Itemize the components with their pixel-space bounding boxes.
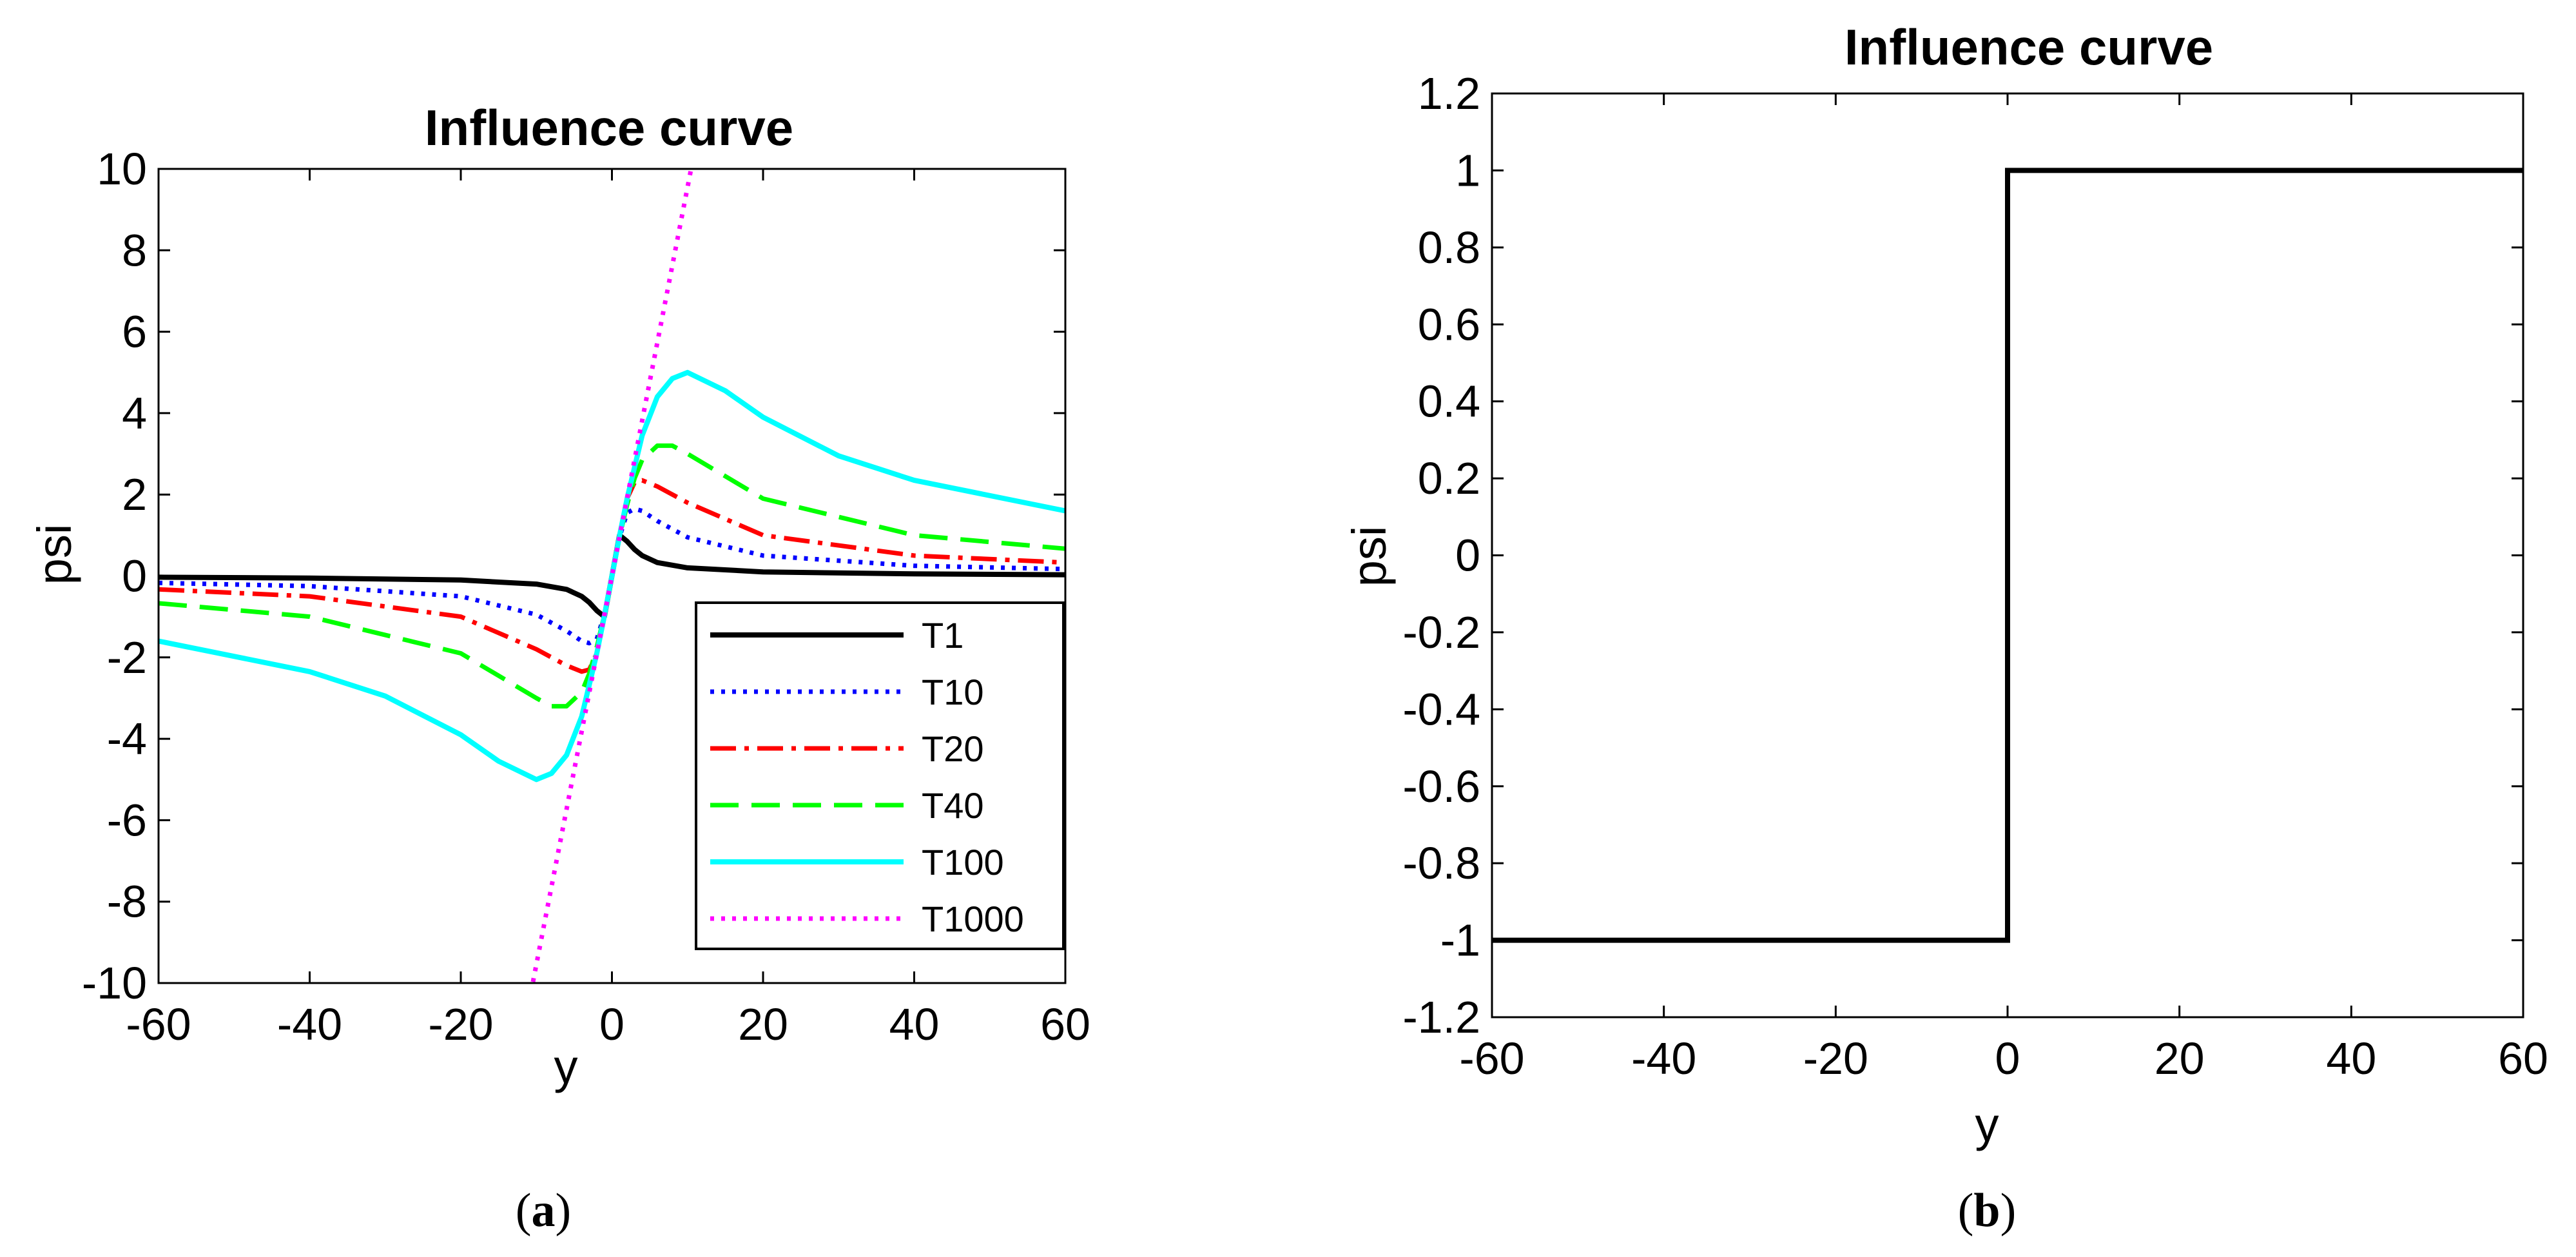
legend-box xyxy=(695,601,1065,950)
panel-b-y-tick-label: 1 xyxy=(1455,145,1480,195)
panel-b-x-tick-label: -20 xyxy=(1803,1033,1868,1084)
panel-b-y-tick-label: -0.2 xyxy=(1402,607,1480,658)
panel-a-y-tick-label: -6 xyxy=(107,795,147,845)
legend-label-t1000: T1000 xyxy=(922,899,1024,939)
panel-a-caption-letter: a xyxy=(532,1184,556,1237)
panel-a-y-tick-label: -10 xyxy=(82,958,147,1008)
legend-label-t10: T10 xyxy=(922,672,984,712)
panel-a-y-tick-label: -8 xyxy=(107,877,147,927)
panel-b-x-tick-label: 0 xyxy=(1995,1033,2020,1084)
panel-b-y-tick-label: 0.6 xyxy=(1418,299,1480,349)
panel-a-x-tick-label: 40 xyxy=(889,999,940,1049)
panel-b-y-tick-label: -1.2 xyxy=(1402,992,1480,1042)
panel-b-y-tick-label: -1 xyxy=(1440,915,1480,966)
panel-b-y-tick-label: -0.8 xyxy=(1402,838,1480,888)
legend: T1 T10 T20 T40 T100 T1000 xyxy=(695,601,1065,950)
panel-a-x-tick-label: 0 xyxy=(599,999,625,1049)
panel-a-y-tick-label: 10 xyxy=(97,144,147,194)
legend-label-t40: T40 xyxy=(922,785,984,826)
panel-b-x-tick-label: 20 xyxy=(2155,1033,2205,1084)
panel-b-x-tick-label: -60 xyxy=(1459,1033,1524,1084)
panel-a-x-tick-label: 60 xyxy=(1040,999,1090,1049)
panel-a-x-tick-label: -60 xyxy=(126,999,191,1049)
panel-a-y-tick-label: -2 xyxy=(107,632,147,683)
panel-b-x-tick-label: -40 xyxy=(1631,1033,1696,1084)
panel-a-y-tick-label: -4 xyxy=(107,714,147,764)
panel-b-y-tick-label: 0.8 xyxy=(1418,222,1480,273)
panel-b-y-tick-label: 0 xyxy=(1455,531,1480,581)
panel-b-caption: (b) xyxy=(1958,1184,2016,1237)
panel-b-x-tick-label: 60 xyxy=(2498,1033,2548,1084)
panel-a-y-tick-label: 8 xyxy=(122,225,147,275)
panel-b-plot-area xyxy=(1492,168,2523,943)
panel-a-xlabel: y xyxy=(554,1040,578,1093)
panel-b-caption-letter: b xyxy=(1973,1184,2000,1237)
panel-a-x-tick-label: -20 xyxy=(428,999,493,1049)
panel-b-y-tick-label: 0.4 xyxy=(1418,376,1480,427)
series-line-t10 xyxy=(159,506,1065,646)
panel-b-y-tick-label: 0.2 xyxy=(1418,453,1480,503)
panel-b-y-tick-label: -0.4 xyxy=(1402,684,1480,734)
series-line-t1000 xyxy=(530,169,693,983)
panel-b-xlabel: y xyxy=(1975,1098,1999,1151)
legend-label-t100: T100 xyxy=(922,842,1004,882)
panel-b-x-tick-label: 40 xyxy=(2326,1033,2376,1084)
legend-label-t20: T20 xyxy=(922,728,984,769)
panel-a-title: Influence curve xyxy=(425,99,793,156)
panel-a-x-tick-label: 20 xyxy=(738,999,788,1049)
legend-label-t1: T1 xyxy=(922,615,964,656)
panel-b-axes: -60 -40 -20 0 20 40 60 -1.2 -1 -0.8 -0.6 -0.4 -0.2 0 0… xyxy=(1402,68,2548,1084)
panel-b-title: Influence curve xyxy=(1845,19,2213,75)
panel-a: Influence curve psi y -60 -40 -20 0 20 40 60-1… xyxy=(28,99,1090,1237)
panel-a-y-tick-label: 0 xyxy=(122,551,147,601)
panel-a-x-tick-label: -40 xyxy=(277,999,342,1049)
series-line-step xyxy=(1492,168,2523,943)
panel-b: Influence curve psi y -60 -40 -20 0 20 40 60 -1… xyxy=(1342,19,2548,1237)
panel-a-y-tick-label: 2 xyxy=(122,469,147,520)
panel-b-y-tick-label: 1.2 xyxy=(1418,68,1480,119)
panel-a-y-tick-label: 6 xyxy=(122,307,147,357)
series-line-t100 xyxy=(159,369,1065,783)
panel-a-y-tick-label: 4 xyxy=(122,388,147,438)
panel-b-y-tick-label: -0.6 xyxy=(1402,761,1480,812)
panel-a-ylabel: psi xyxy=(28,524,81,585)
panel-a-plot-area xyxy=(159,169,1065,983)
panel-a-caption: (a) xyxy=(516,1184,571,1237)
panel-b-ylabel: psi xyxy=(1342,526,1396,587)
